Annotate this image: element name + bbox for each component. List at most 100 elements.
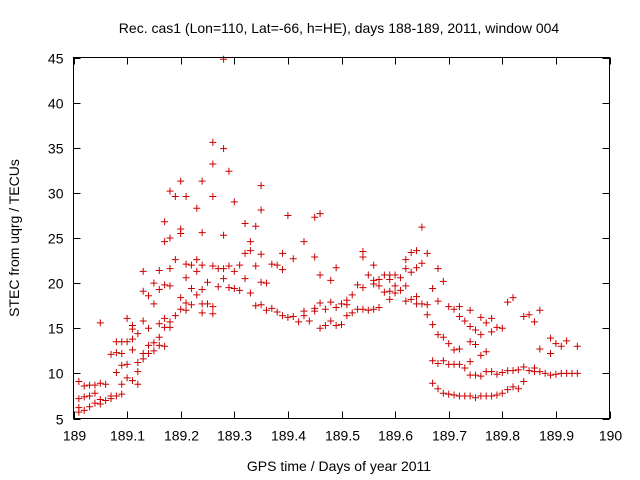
- data-point: [338, 321, 345, 329]
- y-tick-label: 45: [48, 51, 64, 67]
- data-point: [171, 256, 179, 264]
- data-point: [209, 138, 217, 146]
- data-point: [477, 351, 485, 359]
- data-point: [150, 279, 158, 287]
- data-point: [343, 312, 351, 320]
- data-point: [396, 274, 404, 282]
- data-point: [332, 322, 340, 330]
- data-point: [80, 382, 88, 390]
- data-point: [182, 299, 190, 307]
- data-point: [547, 334, 555, 342]
- data-point: [311, 307, 319, 315]
- data-point: [225, 284, 233, 292]
- data-point: [128, 346, 136, 354]
- data-point: [150, 347, 158, 355]
- data-point: [488, 392, 496, 400]
- data-point: [332, 303, 340, 311]
- data-point: [128, 335, 136, 343]
- data-point: [257, 182, 265, 190]
- data-point: [300, 312, 308, 320]
- data-point: [332, 264, 340, 272]
- data-point: [262, 306, 270, 314]
- data-point: [171, 192, 179, 200]
- data-point: [536, 345, 544, 353]
- data-point: [445, 303, 453, 311]
- data-point: [273, 261, 281, 269]
- data-point: [525, 367, 533, 375]
- data-point: [139, 317, 147, 325]
- data-point: [193, 291, 201, 299]
- data-point: [370, 261, 378, 269]
- data-point: [498, 389, 506, 397]
- data-point: [166, 323, 174, 331]
- data-points: [75, 55, 581, 416]
- data-point: [123, 314, 131, 322]
- data-point: [354, 281, 362, 289]
- y-axis-label: STEC from uqrg / TECUs: [6, 159, 22, 317]
- chart-title: Rec. cas1 (Lon=110, Lat=-66, h=HE), days…: [119, 20, 560, 36]
- data-point: [123, 338, 131, 346]
- data-point: [536, 368, 544, 376]
- data-point: [413, 264, 421, 272]
- x-axis-label: GPS time / Days of year 2011: [247, 458, 431, 474]
- data-point: [509, 383, 517, 391]
- data-point: [166, 234, 174, 242]
- data-point: [466, 306, 474, 314]
- data-point: [187, 285, 195, 293]
- data-point: [284, 313, 292, 321]
- data-point: [279, 266, 287, 274]
- data-point: [161, 314, 169, 322]
- x-tick-label: 189.5: [325, 428, 360, 444]
- data-point: [477, 372, 485, 380]
- data-point: [375, 276, 383, 284]
- data-point: [359, 305, 367, 313]
- data-point: [429, 379, 437, 387]
- data-point: [348, 309, 356, 317]
- data-point: [455, 345, 463, 353]
- data-point: [439, 389, 447, 397]
- data-point: [429, 357, 437, 365]
- data-point: [321, 322, 329, 330]
- data-point: [439, 277, 447, 285]
- data-point: [220, 265, 228, 273]
- y-tick-label: 25: [48, 231, 64, 247]
- data-point: [300, 238, 308, 246]
- data-point: [214, 283, 222, 291]
- data-point: [439, 333, 447, 341]
- data-point: [423, 249, 431, 257]
- data-point: [80, 393, 88, 401]
- data-point: [359, 284, 367, 292]
- data-point: [193, 256, 201, 264]
- data-point: [139, 355, 147, 363]
- data-point: [241, 249, 249, 257]
- data-point: [177, 305, 185, 313]
- data-point: [461, 364, 469, 372]
- data-point: [241, 220, 249, 228]
- data-point: [541, 369, 549, 377]
- data-point: [482, 348, 490, 356]
- data-point: [225, 167, 233, 175]
- data-point: [364, 271, 372, 279]
- data-point: [407, 248, 415, 256]
- y-tick-label: 30: [48, 186, 64, 202]
- data-point: [86, 392, 94, 400]
- data-point: [91, 399, 99, 407]
- y-tick-label: 5: [56, 412, 64, 428]
- data-point: [488, 368, 496, 376]
- data-point: [514, 385, 522, 393]
- data-point: [246, 247, 254, 255]
- data-point: [327, 298, 335, 306]
- data-point: [493, 391, 501, 399]
- data-point: [466, 322, 474, 330]
- data-point: [128, 325, 136, 333]
- data-point: [386, 287, 394, 295]
- data-point: [241, 275, 249, 283]
- data-point: [220, 275, 228, 283]
- data-point: [145, 292, 153, 300]
- data-point: [370, 305, 378, 313]
- data-point: [509, 294, 517, 302]
- data-point: [236, 261, 244, 269]
- data-point: [466, 338, 474, 346]
- data-point: [466, 392, 474, 400]
